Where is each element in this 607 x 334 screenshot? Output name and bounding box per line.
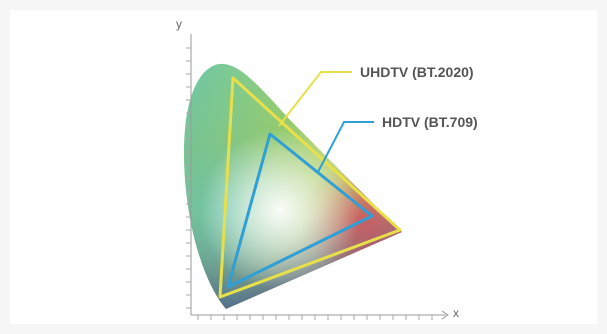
hdtv-leader-line: [317, 121, 374, 173]
hdtv-label: HDTV (BT.709): [382, 114, 478, 130]
y-axis-ticks: [186, 47, 191, 309]
uhdtv-triangle: [218, 76, 402, 299]
spectral-locus: [184, 63, 402, 310]
uhdtv-label: UHDTV (BT.2020): [360, 64, 474, 80]
hdtv-triangle: [226, 132, 374, 289]
x-axis-label: x: [453, 306, 459, 320]
uhdtv-gamut: [218, 71, 402, 299]
hdtv-gamut: [226, 121, 374, 289]
y-axis-label: y: [176, 17, 182, 31]
axes: [186, 34, 449, 320]
uhdtv-leader-line: [278, 71, 352, 127]
x-axis-ticks: [197, 315, 433, 320]
